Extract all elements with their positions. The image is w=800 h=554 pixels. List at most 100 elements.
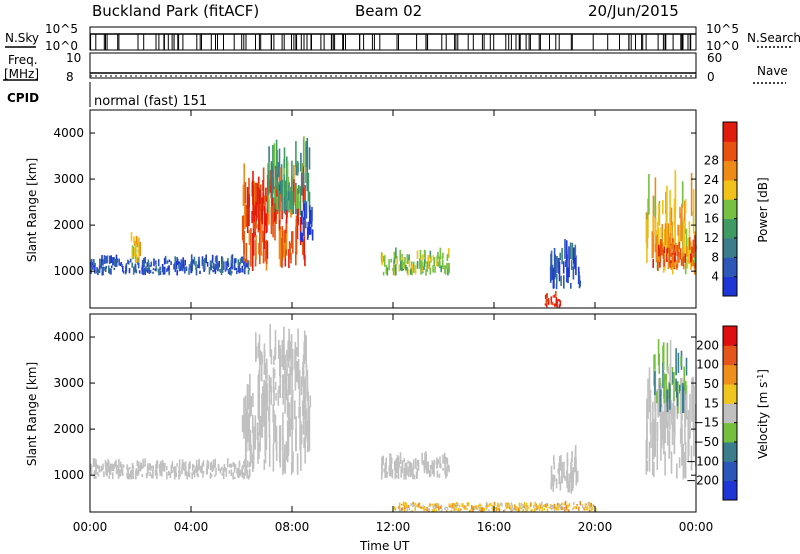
- nsky-bars: [90, 33, 696, 50]
- scatter-cell: [191, 472, 193, 480]
- scatter-cell: [440, 265, 442, 273]
- scatter-cell: [147, 262, 150, 265]
- scatter-cell: [432, 265, 434, 273]
- scatter-cell: [684, 253, 686, 263]
- scatter-cell: [149, 265, 152, 268]
- scatter-cell: [550, 508, 552, 510]
- scatter-cell: [414, 507, 416, 511]
- scatter-cell: [667, 258, 670, 269]
- scatter-cell: [556, 504, 558, 507]
- scatter-cell: [232, 462, 234, 467]
- scatter-cell: [166, 260, 169, 264]
- scatter-cell: [289, 366, 291, 395]
- scatter-cell: [414, 502, 416, 507]
- scatter-cell: [234, 476, 236, 479]
- scatter-cell: [265, 363, 267, 380]
- scatter-cell: [233, 467, 236, 473]
- scatter-cell: [448, 248, 450, 258]
- scatter-cell: [304, 221, 307, 229]
- scatter-cell: [272, 145, 274, 170]
- scatter-cell: [303, 203, 306, 221]
- scatter-cell: [275, 168, 277, 190]
- colorbar-swatch: [723, 403, 737, 424]
- scatter-cell: [111, 463, 113, 471]
- scatter-cell: [573, 506, 575, 509]
- scatter-cell: [125, 263, 128, 272]
- scatter-cell: [176, 258, 179, 266]
- scatter-cell: [298, 407, 300, 419]
- scatter-cell: [437, 506, 440, 511]
- colorbar-tick-label: 200: [696, 338, 719, 352]
- scatter-cell: [202, 260, 205, 269]
- scatter-cell: [652, 422, 655, 459]
- scatter-cell: [299, 407, 301, 451]
- scatter-cell: [401, 503, 403, 506]
- scatter-cell: [288, 184, 290, 201]
- scatter-cell: [160, 462, 163, 469]
- scatter-cell: [298, 370, 301, 408]
- x-tick-label: 00:00: [73, 520, 108, 534]
- scatter-cell: [259, 350, 262, 365]
- scatter-cell: [497, 502, 499, 506]
- scatter-cell: [656, 439, 659, 471]
- scatter-cell: [436, 504, 439, 507]
- scatter-cell: [276, 196, 278, 210]
- scatter-cell: [537, 505, 539, 508]
- y-tick-label: 1000: [53, 264, 84, 278]
- scatter-cell: [517, 507, 520, 512]
- scatter-cell: [263, 459, 266, 470]
- scatter-cell: [219, 270, 222, 273]
- scatter-cell: [194, 468, 197, 471]
- scatter-cell: [275, 392, 277, 401]
- scatter-cell: [590, 502, 593, 508]
- scatter-cell: [252, 211, 255, 256]
- scatter-cell: [191, 262, 193, 271]
- scatter-cell: [185, 266, 188, 272]
- scatter-cell: [466, 508, 468, 511]
- scatter-cell: [413, 261, 415, 273]
- scatter-cell: [504, 509, 506, 511]
- scatter-cell: [103, 267, 106, 271]
- scatter-cell: [401, 507, 404, 511]
- scatter-cell: [110, 255, 112, 263]
- scatter-region: [90, 254, 250, 276]
- scatter-cell: [672, 242, 675, 251]
- scatter-cell: [209, 472, 212, 479]
- scatter-cell: [381, 456, 383, 466]
- scatter-cell: [229, 267, 232, 274]
- scatter-cell: [395, 458, 397, 470]
- scatter-cell: [248, 462, 251, 468]
- scatter-cell: [156, 473, 158, 476]
- scatter-cell: [383, 255, 386, 267]
- scatter-cell: [401, 259, 404, 265]
- scatter-cell: [274, 329, 277, 359]
- scatter-cell: [572, 467, 575, 475]
- scatter-cell: [678, 241, 681, 250]
- freq-label: Freq.: [8, 53, 38, 67]
- scatter-cell: [391, 469, 394, 479]
- scatter-cell: [291, 348, 294, 371]
- scatter-cell: [428, 261, 431, 268]
- scatter-cell: [127, 473, 129, 480]
- scatter-cell: [278, 148, 281, 168]
- scatter-cell: [557, 502, 559, 506]
- scatter-cell: [447, 464, 449, 471]
- scatter-cell: [152, 465, 154, 471]
- scatter-cell: [686, 246, 688, 257]
- scatter-cell: [694, 242, 696, 251]
- scatter-cell: [572, 266, 575, 280]
- scatter-cell: [122, 464, 125, 468]
- scatter-cell: [676, 253, 679, 267]
- scatter-cell: [257, 432, 259, 464]
- scatter-cell: [658, 203, 660, 226]
- scatter-cell: [491, 505, 494, 510]
- scatter-cell: [250, 444, 252, 464]
- scatter-cell: [274, 414, 277, 443]
- scatter-cell: [420, 263, 422, 275]
- power-y-ticks: 1000 2000 3000 4000: [53, 126, 696, 278]
- scatter-cell: [90, 271, 92, 274]
- colorbar-tick-label: 4: [711, 270, 719, 284]
- scatter-cell: [411, 510, 413, 512]
- scatter-cell: [444, 265, 447, 275]
- scatter-cell: [178, 261, 180, 264]
